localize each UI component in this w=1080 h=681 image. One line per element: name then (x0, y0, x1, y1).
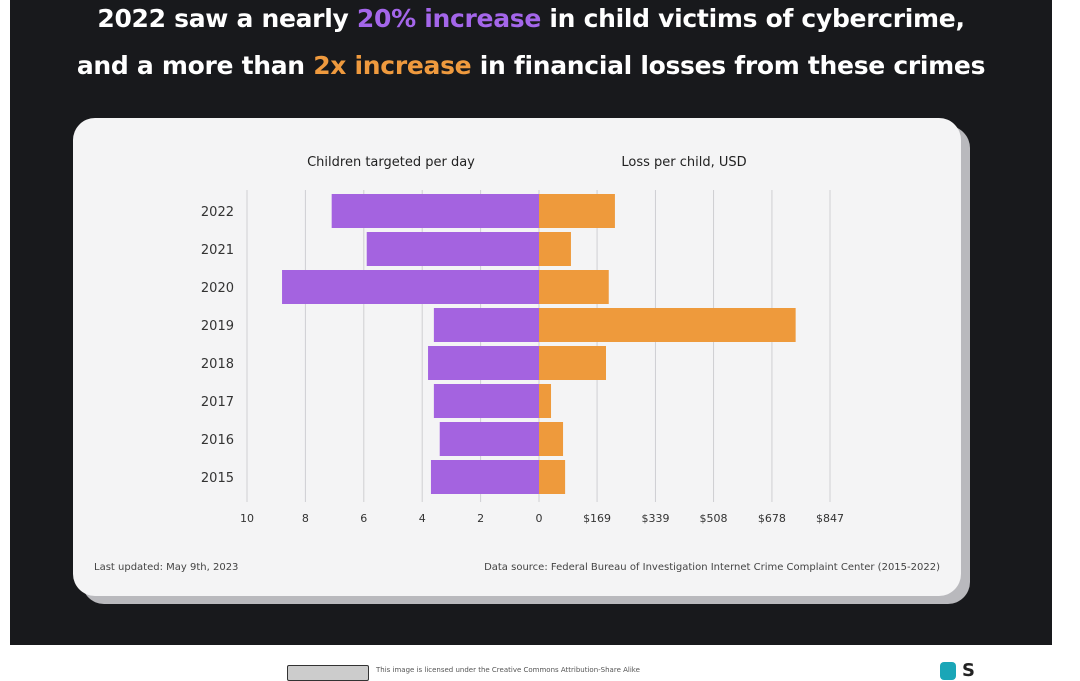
y-category-label: 2022 (201, 205, 234, 220)
highlight-2x: 2x increase (313, 51, 472, 80)
x-tick-label-left: 8 (302, 512, 309, 525)
surfshark-logo: S (940, 660, 975, 681)
bar-loss-2019 (539, 308, 796, 342)
bar-loss-2017 (539, 384, 552, 418)
headline-line-1: 2022 saw a nearly 20% increase in child … (97, 4, 965, 33)
x-tick-label-right: $847 (816, 512, 844, 525)
bar-loss-2021 (539, 232, 571, 266)
x-tick-label-right: $508 (700, 512, 728, 525)
y-category-label: 2018 (201, 357, 234, 372)
x-tick-label-right: $678 (758, 512, 786, 525)
y-category-label: 2020 (201, 281, 234, 296)
bar-children-2018 (428, 346, 539, 380)
x-tick-label-left: 4 (419, 512, 426, 525)
bar-loss-2020 (539, 270, 609, 304)
bar-loss-2016 (539, 422, 564, 456)
bar-children-2020 (282, 270, 539, 304)
x-tick-label-left: 10 (240, 512, 254, 525)
license-text: This image is licensed under the Creativ… (376, 666, 640, 674)
bar-children-2021 (366, 232, 539, 266)
last-updated: Last updated: May 9th, 2023 (94, 562, 238, 573)
y-category-label: 2017 (201, 395, 234, 410)
y-category-label: 2021 (201, 243, 234, 258)
data-source: Data source: Federal Bureau of Investiga… (484, 562, 940, 573)
bar-children-2019 (433, 308, 539, 342)
x-tick-label-right: $169 (583, 512, 611, 525)
x-tick-label-left: 2 (477, 512, 484, 525)
right-series-title: Loss per child, USD (621, 155, 746, 170)
left-series-title: Children targeted per day (307, 155, 475, 170)
x-tick-label-left: 6 (360, 512, 367, 525)
x-tick-label-right: $339 (641, 512, 669, 525)
bar-loss-2018 (539, 346, 606, 380)
creative-commons-badge[interactable] (287, 665, 369, 681)
bar-children-2016 (439, 422, 539, 456)
x-tick-label-left: 0 (536, 512, 543, 525)
bar-loss-2015 (539, 460, 566, 494)
headline-line-2: and a more than 2x increase in financial… (76, 51, 986, 80)
bar-children-2022 (331, 194, 539, 228)
highlight-20-percent: 20% increase (356, 4, 541, 33)
bar-loss-2022 (539, 194, 615, 228)
y-category-label: 2019 (201, 319, 234, 334)
logo-icon (940, 662, 956, 680)
bar-children-2015 (430, 460, 539, 494)
bar-children-2017 (433, 384, 539, 418)
y-category-label: 2016 (201, 433, 234, 448)
y-category-label: 2015 (201, 471, 234, 486)
